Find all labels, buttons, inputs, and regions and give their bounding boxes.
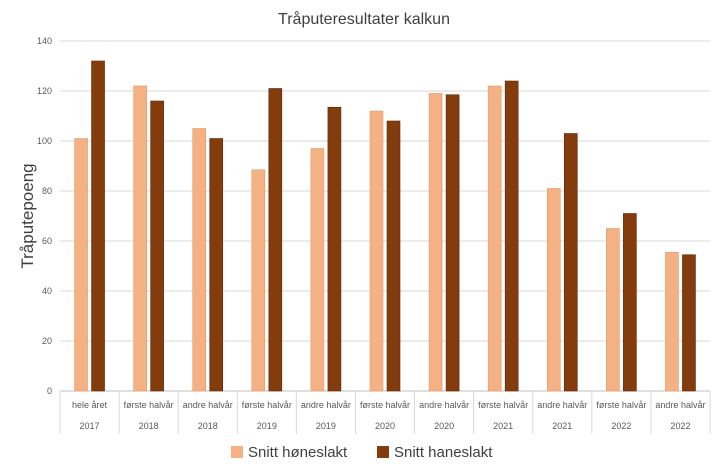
y-tick-label: 100 bbox=[37, 136, 52, 146]
bar-hone bbox=[665, 251, 679, 392]
bar-hone bbox=[310, 148, 325, 392]
bar-hone bbox=[74, 138, 88, 392]
bar-hone bbox=[606, 228, 620, 392]
x-axis: hele året 2017 første halvår 2018 andre halv… bbox=[59, 391, 711, 434]
bar-hone bbox=[192, 128, 207, 392]
bar-hone bbox=[369, 110, 384, 392]
bar-hane bbox=[209, 138, 224, 392]
x-tick-label-year: 2018 bbox=[139, 421, 159, 431]
bar-hane bbox=[445, 94, 460, 392]
x-tick-label-year: 2018 bbox=[198, 421, 218, 431]
y-tick-label: 20 bbox=[42, 336, 52, 346]
x-tick-label-period: første halvår bbox=[242, 400, 292, 410]
x-tick-label-period: første halvår bbox=[124, 400, 174, 410]
bar-hane bbox=[504, 80, 519, 392]
y-axis-label: Tråputepoeng bbox=[18, 163, 37, 268]
bar-hane bbox=[150, 100, 164, 392]
bars bbox=[74, 60, 696, 392]
legend: Snitt høneslakt Snitt haneslakt bbox=[231, 444, 493, 461]
x-tick-label-year: 2022 bbox=[611, 421, 631, 431]
x-tick-label-period: andre halvår bbox=[537, 400, 587, 410]
x-tick-label-period: andre halvår bbox=[419, 400, 469, 410]
bar-hane bbox=[268, 88, 283, 392]
y-tick-label: 140 bbox=[37, 36, 52, 46]
bar-hane bbox=[682, 254, 696, 392]
gridlines bbox=[60, 40, 710, 392]
x-tick-label-period: første halvår bbox=[360, 400, 410, 410]
legend-swatch bbox=[231, 446, 243, 458]
x-tick-label-year: 2021 bbox=[552, 421, 572, 431]
bar-hone bbox=[428, 93, 443, 392]
x-tick-label-year: 2022 bbox=[670, 421, 690, 431]
x-tick-label-year: 2021 bbox=[493, 421, 513, 431]
x-tick-label-year: 2020 bbox=[375, 421, 395, 431]
bar-hane bbox=[623, 213, 637, 392]
y-tick-label: 120 bbox=[37, 86, 52, 96]
y-axis-ticks: 0 20 40 60 80 100 120 140 bbox=[37, 36, 52, 396]
chart-title: Tråputeresultater kalkun bbox=[278, 10, 450, 28]
y-tick-label: 80 bbox=[42, 186, 52, 196]
x-tick-label-period: hele året bbox=[72, 400, 108, 410]
x-tick-label-year: 2020 bbox=[434, 421, 454, 431]
bar-hone bbox=[546, 188, 561, 392]
bar-hane bbox=[327, 106, 342, 392]
x-tick-label-period: første halvår bbox=[478, 400, 528, 410]
x-tick-label-period: andre halvår bbox=[301, 400, 351, 410]
legend-swatch bbox=[377, 446, 389, 458]
x-tick-label-year: 2019 bbox=[316, 421, 336, 431]
y-tick-label: 0 bbox=[47, 386, 52, 396]
x-tick-label-year: 2017 bbox=[80, 421, 100, 431]
x-tick-label-period: andre halvår bbox=[655, 400, 705, 410]
y-tick-label: 60 bbox=[42, 236, 52, 246]
y-tick-label: 40 bbox=[42, 286, 52, 296]
bar-hane bbox=[91, 60, 105, 392]
x-tick-label-period: første halvår bbox=[596, 400, 646, 410]
bar-hone bbox=[251, 169, 266, 392]
x-tick-label-year: 2019 bbox=[257, 421, 277, 431]
bar-hone bbox=[487, 85, 502, 392]
bar-hane bbox=[563, 133, 578, 392]
legend-label: Snitt høneslakt bbox=[248, 444, 348, 461]
bar-hane bbox=[386, 120, 401, 392]
x-tick-label-period: andre halvår bbox=[183, 400, 233, 410]
legend-label: Snitt haneslakt bbox=[394, 444, 493, 461]
bar-hone bbox=[133, 85, 147, 392]
